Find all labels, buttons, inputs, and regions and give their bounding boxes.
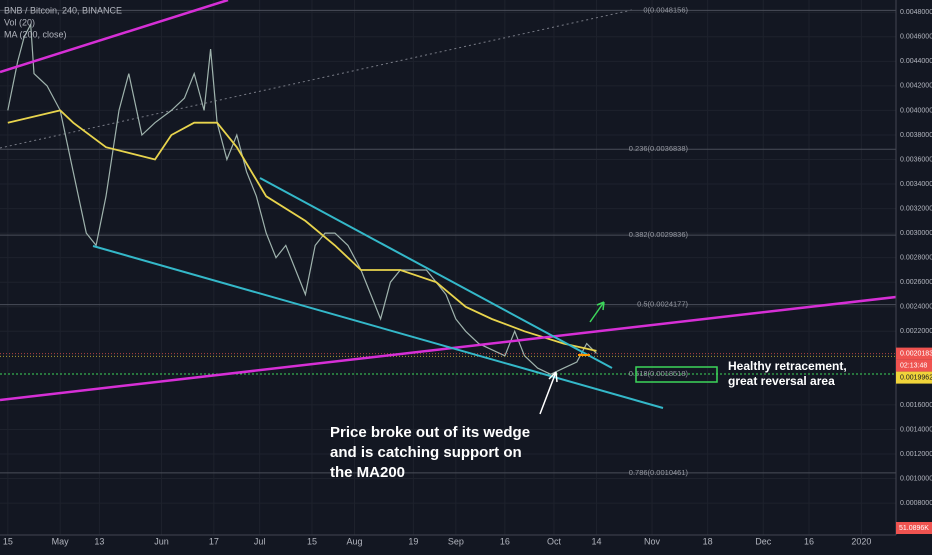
x-tick-label: Nov [644,536,661,546]
volume-tag [896,522,932,534]
y-tick-label: 0.0010000 [900,475,932,482]
x-tick-label: 16 [500,536,510,546]
annotation: Price broke out of its wedge [330,424,530,441]
x-tick-label: Dec [755,536,772,546]
x-tick-label: 17 [209,536,219,546]
y-tick-label: 0.0016000 [900,402,932,409]
price-line [7,22,597,375]
y-tick-label: 0.0026000 [900,279,932,286]
fib-label: 0.5(0.0024177) [637,300,688,309]
x-tick-label: 18 [703,536,713,546]
indicator-label: MA (200, close) [4,29,67,39]
annotation: Healthy retracement, [728,359,847,373]
annotation: and is catching support on [330,444,522,461]
price-axis [896,0,932,550]
ma-line [7,109,597,352]
chart-title: BNB / Bitcoin, 240, BINANCE [4,5,122,15]
x-tick-label: Jun [154,536,169,546]
y-tick-label: 0.0044000 [900,58,932,65]
indicator-label: Vol (20) [4,17,35,27]
y-tick-label: 0.0022000 [900,328,932,335]
x-tick-label: 15 [3,536,13,546]
fib-label: 0.618(0.0018518) [629,369,689,378]
y-tick-label: 0.0008000 [900,500,932,507]
x-tick-label: 15 [307,536,317,546]
fib-label: 0.236(0.0036838) [629,144,689,153]
y-tick-label: 0.0042000 [900,83,932,90]
series [0,22,896,375]
countdown-tag [896,359,932,372]
y-tick-label: 0.0034000 [900,181,932,188]
fib-label: 0.786(0.0010461) [629,468,689,477]
x-tick-label: 16 [804,536,814,546]
y-tick-label: 0.0048000 [900,9,932,16]
grid [0,0,896,535]
x-tick-label: Aug [346,536,362,546]
price-tag-label: 0.0019962 [900,374,932,381]
y-tick-label: 0.0030000 [900,230,932,237]
x-tick-label: May [52,536,70,546]
y-tick-label: 0.0038000 [900,132,932,139]
y-tick-label: 0.0036000 [900,156,932,163]
price-tag [896,347,932,360]
fib-label: 0.382(0.0029836) [629,230,689,239]
axis-labels: 0.0048000 0.0046000 0.0044000 0.0042000 0.00… [3,9,932,546]
volume-label: 51.0896K [899,525,929,532]
wedge-line [259,177,613,369]
y-tick-label: 0.0028000 [900,255,932,262]
x-tick-label: 13 [94,536,104,546]
annotation: great reversal area [728,374,835,388]
trend-line [0,0,229,74]
wedge-line [92,245,664,409]
arrow [539,371,558,415]
y-tick-label: 0.0024000 [900,304,932,311]
fib-levels: 0(0.0048156) 0.236(0.0036838) 0.382(0.0029… [0,5,896,477]
fib-label: 0(0.0048156) [643,5,688,14]
y-tick-label: 0.0040000 [900,107,932,114]
price-tag [896,371,932,384]
x-tick-label: Oct [547,536,562,546]
trend-line [0,295,897,402]
annotation: the MA200 [330,464,405,481]
price-tag-label: 0.0020183 [900,350,932,357]
y-tick-label: 0.0012000 [900,451,932,458]
y-tick-label: 0.0032000 [900,205,932,212]
x-tick-label: 14 [591,536,601,546]
x-tick-label: 19 [408,536,418,546]
x-tick-label: Jul [254,536,266,546]
x-tick-label: Sep [448,536,464,546]
countdown: 02:13:48 [900,362,927,369]
highlight-box [635,366,718,383]
arrow [589,301,605,323]
y-tick-label: 0.0014000 [900,426,932,433]
y-tick-label: 0.0046000 [900,34,932,41]
x-tick-label: 2020 [851,536,871,546]
